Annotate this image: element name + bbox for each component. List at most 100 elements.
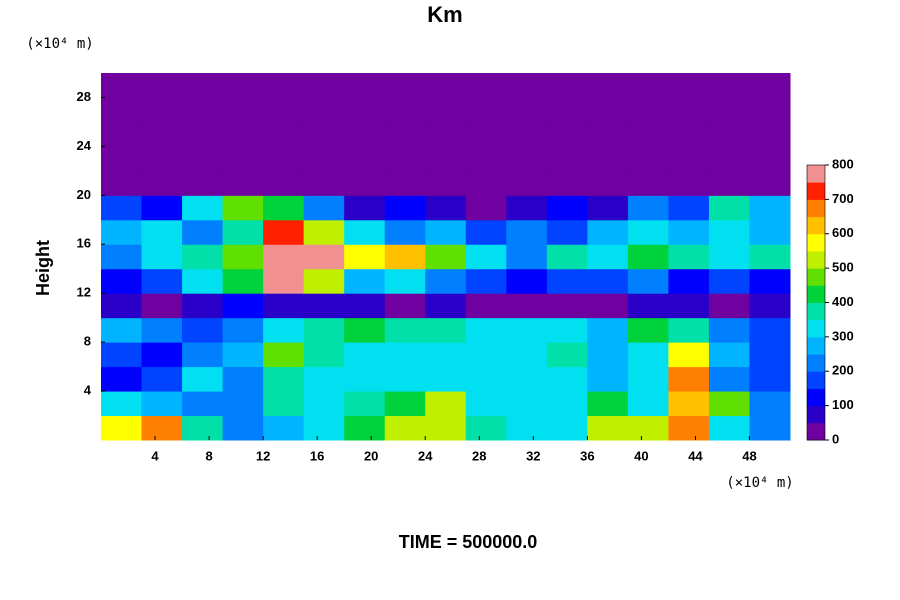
cell	[384, 146, 426, 172]
cell	[303, 121, 345, 147]
colorbar-tick-label: 0	[832, 431, 839, 446]
cell	[627, 415, 669, 441]
cell	[587, 170, 629, 196]
cell	[708, 170, 750, 196]
cell	[344, 366, 386, 392]
cell	[587, 97, 629, 123]
cell	[425, 244, 467, 270]
cell	[587, 121, 629, 147]
cell	[506, 219, 548, 245]
cell	[627, 195, 669, 221]
cell	[425, 170, 467, 196]
cell	[222, 146, 264, 172]
cell	[101, 342, 143, 368]
cell	[506, 244, 548, 270]
cell	[627, 146, 669, 172]
cell	[344, 342, 386, 368]
cell	[587, 146, 629, 172]
cell	[182, 317, 224, 343]
colorbar-band	[807, 182, 825, 200]
y-unit: (×10⁴ m)	[26, 36, 93, 52]
cell	[263, 415, 305, 441]
cell	[344, 268, 386, 294]
colorbar-band	[807, 405, 825, 424]
cell	[506, 415, 548, 441]
cell	[141, 244, 183, 270]
cell	[182, 268, 224, 294]
cell	[546, 268, 588, 294]
cell	[303, 268, 345, 294]
cell	[344, 219, 386, 245]
cell	[425, 146, 467, 172]
x-tick-label: 4	[151, 448, 159, 463]
cell	[546, 121, 588, 147]
cell	[668, 317, 710, 343]
colorbar-tick-label: 700	[832, 191, 854, 206]
cell	[506, 342, 548, 368]
footer: TIME = 500000.0	[399, 532, 538, 552]
cell	[749, 293, 791, 319]
cell	[708, 342, 750, 368]
cell	[101, 293, 143, 319]
x-tick-label: 40	[634, 448, 648, 463]
cell	[101, 391, 143, 417]
cell	[303, 97, 345, 123]
cell	[344, 121, 386, 147]
cell	[425, 195, 467, 221]
cell	[384, 170, 426, 196]
cell	[303, 293, 345, 319]
cell	[222, 342, 264, 368]
cell	[465, 146, 507, 172]
cell	[101, 219, 143, 245]
x-tick-label: 8	[205, 448, 212, 463]
colorbar-band	[807, 354, 825, 372]
cell	[141, 170, 183, 196]
cell	[668, 73, 710, 98]
cell	[344, 415, 386, 441]
cell	[101, 195, 143, 221]
cell	[425, 268, 467, 294]
cell	[465, 195, 507, 221]
cell	[668, 268, 710, 294]
cell	[587, 366, 629, 392]
cell	[101, 121, 143, 147]
cell	[222, 415, 264, 441]
cell	[465, 219, 507, 245]
cell	[627, 293, 669, 319]
cell	[708, 146, 750, 172]
cell	[101, 317, 143, 343]
cell	[303, 219, 345, 245]
cell	[749, 219, 791, 245]
cell	[546, 146, 588, 172]
cell	[182, 342, 224, 368]
cell	[506, 170, 548, 196]
cell	[627, 342, 669, 368]
cell	[465, 121, 507, 147]
cell	[749, 342, 791, 368]
cell	[141, 146, 183, 172]
colorbar-band	[807, 336, 825, 355]
cell	[668, 293, 710, 319]
cell	[627, 170, 669, 196]
cell	[182, 146, 224, 172]
colorbar-band	[807, 388, 825, 407]
x-tick-label: 44	[688, 448, 703, 463]
cell	[465, 73, 507, 98]
x-unit: (×10⁴ m)	[726, 475, 793, 491]
x-tick-label: 12	[256, 448, 270, 463]
cell	[182, 73, 224, 98]
cell	[668, 366, 710, 392]
cell	[506, 195, 548, 221]
cell	[141, 73, 183, 98]
cell	[465, 244, 507, 270]
cell	[708, 121, 750, 147]
cell	[344, 146, 386, 172]
cell	[182, 415, 224, 441]
cell	[627, 73, 669, 98]
cell	[668, 97, 710, 123]
y-tick-label: 20	[77, 187, 91, 202]
colorbar-tick-label: 200	[832, 363, 854, 378]
cell	[263, 97, 305, 123]
chart-title: Km	[427, 2, 462, 27]
